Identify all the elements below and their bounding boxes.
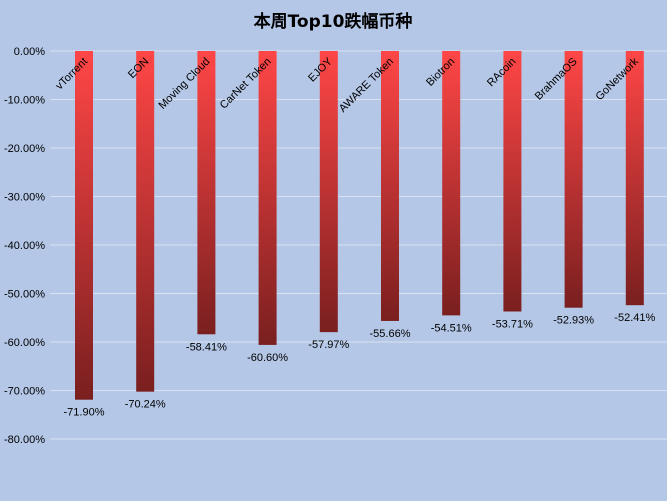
- data-label: -57.97%: [308, 339, 349, 351]
- bar: [197, 51, 216, 335]
- data-label: -70.24%: [125, 399, 166, 411]
- y-tick-label: -30.00%: [4, 192, 45, 204]
- bar: [625, 51, 644, 306]
- data-label: -54.51%: [431, 322, 472, 334]
- bar: [75, 51, 93, 400]
- bar: [381, 51, 399, 321]
- bar: [258, 51, 277, 345]
- data-label: -53.71%: [492, 318, 533, 330]
- data-label: -60.60%: [247, 352, 288, 364]
- data-label: -71.90%: [64, 407, 105, 419]
- y-tick-label: -80.00%: [4, 434, 45, 446]
- data-label: -58.41%: [186, 341, 227, 353]
- bars: [75, 51, 644, 400]
- y-tick-label: -20.00%: [4, 143, 45, 155]
- y-tick-label: -40.00%: [4, 240, 45, 252]
- bar: [136, 51, 155, 392]
- data-label: -55.66%: [370, 328, 411, 340]
- data-labels: -71.90% -70.24% -58.41% -60.60% -57.97% -55.6…: [64, 312, 656, 419]
- bar: [319, 51, 338, 333]
- bar: [564, 51, 583, 308]
- y-tick-label: -70.00%: [4, 386, 45, 398]
- bar: [503, 51, 522, 312]
- data-label: -52.41%: [614, 312, 655, 324]
- y-tick-label: -50.00%: [4, 289, 45, 301]
- y-axis: 0.00% -10.00% -20.00% -30.00% -40.00% -50.00%…: [4, 46, 45, 446]
- y-tick-label: -10.00%: [4, 95, 45, 107]
- data-label: -52.93%: [553, 315, 594, 327]
- y-tick-label: 0.00%: [14, 46, 45, 58]
- y-tick-label: -60.00%: [4, 337, 45, 349]
- bar: [442, 51, 461, 316]
- chart-title: 本周Top10跌幅币种: [254, 11, 413, 32]
